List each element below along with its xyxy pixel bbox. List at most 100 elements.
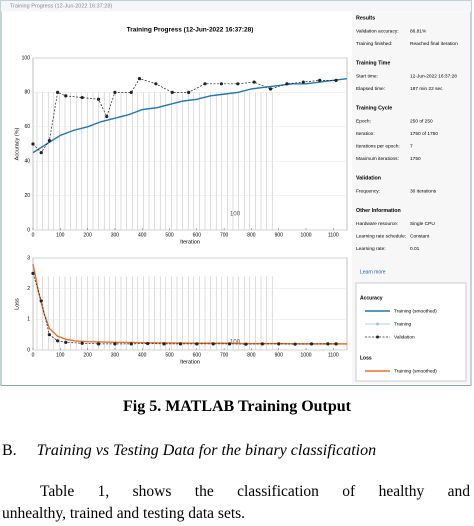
panel-section-title: Training Time: [356, 60, 390, 66]
x-tick-label: 300: [111, 232, 120, 238]
x-tick-label: 700: [220, 352, 229, 358]
panel-label: Learning rate schedule:: [356, 233, 406, 239]
validation-point: [80, 95, 84, 100]
validation-point: [39, 151, 43, 155]
panel-section-title: Training Cycle: [356, 105, 392, 111]
section-number: B.: [2, 442, 17, 459]
plot-area: [32, 57, 348, 231]
panel-label: Hardware resource:: [356, 221, 398, 227]
series-line: [32, 273, 337, 345]
x-tick-label: 300: [111, 352, 120, 358]
validation-point: [285, 82, 289, 86]
validation-point: [244, 342, 248, 346]
x-tick-label: 700: [220, 232, 229, 238]
validation-point: [31, 142, 35, 146]
legend-marker: [376, 335, 379, 339]
panel-value: 250 of 250: [410, 118, 433, 124]
x-tick-label: 600: [193, 352, 202, 358]
panel-value: 187 min 22 sec: [410, 86, 443, 92]
panel-value: 7: [410, 143, 413, 149]
title-bar: [1, 0, 471, 12]
panel-label: Elapsed time:: [356, 86, 385, 92]
x-tick-label: 0: [32, 232, 35, 238]
y-tick-label: 3: [27, 255, 30, 261]
panel-value: Single CPU: [410, 221, 435, 227]
plot-title: Training Progress (12-Jun-2022 16:37:28): [127, 27, 254, 34]
y-axis-label: Accuracy (%): [14, 127, 20, 160]
y-tick-label: 0: [27, 347, 30, 353]
validation-point: [129, 90, 133, 94]
panel-section-title: Results: [356, 15, 375, 21]
validation-point: [268, 87, 273, 91]
x-tick-label: 100: [56, 352, 65, 358]
y-tick-label: 80: [24, 90, 30, 96]
y-tick-label: 0: [27, 227, 30, 233]
x-tick-label: 600: [193, 232, 202, 238]
x-tick-label: 200: [83, 232, 92, 238]
validation-point: [293, 342, 297, 346]
y-tick-label: 2: [27, 286, 30, 292]
window-title: Training Progress (12-Jun-2022 16:37:28): [10, 3, 112, 9]
y-tick-label: 1: [27, 317, 30, 323]
x-tick-label: 1100: [328, 352, 339, 358]
panel-label: Start time:: [356, 73, 378, 79]
validation-point: [96, 342, 101, 346]
validation-point: [227, 342, 232, 346]
panel-value: 0.01: [410, 246, 420, 252]
validation-point: [64, 94, 68, 98]
x-tick-label: 200: [83, 352, 92, 358]
validation-point: [55, 339, 60, 343]
validation-point: [31, 271, 35, 275]
learn-more-link[interactable]: Learn more: [360, 269, 386, 275]
x-tick-label: 0: [32, 352, 35, 358]
validation-point: [301, 80, 305, 84]
panel-value: 1750: [410, 156, 421, 162]
legend-entry: Training: [394, 321, 411, 327]
validation-point: [55, 90, 60, 94]
series-line: [32, 77, 348, 154]
validation-point: [162, 342, 166, 346]
legend-marker: [376, 322, 379, 326]
validation-point: [64, 340, 68, 344]
legend-entry: Training (smoothed): [394, 368, 437, 374]
validation-point: [334, 342, 338, 346]
validation-point: [47, 333, 51, 337]
x-tick-label: 1000: [300, 232, 311, 238]
validation-point: [178, 342, 183, 346]
x-tick-label: 500: [165, 352, 174, 358]
y-axis-label: Loss: [14, 298, 20, 310]
paragraph-line: Table 1, shows the classification of hea…: [40, 483, 470, 500]
screenshot: Training Progress (12-Jun-2022 16:37:28)…: [0, 0, 472, 386]
y-tick-label: 100: [22, 55, 31, 61]
y-tick-label: 60: [24, 124, 30, 130]
panel-label: Iteration:: [356, 131, 375, 137]
y-tick-label: 20: [24, 193, 30, 199]
panel-label: Epoch:: [356, 118, 371, 124]
validation-point: [260, 342, 264, 346]
validation-point: [195, 342, 199, 346]
annotation: 100: [230, 340, 241, 346]
panel-value: 30 iterations: [410, 188, 437, 194]
validation-point: [137, 77, 142, 81]
validation-point: [170, 90, 174, 94]
panel-section-title: Other Information: [356, 208, 401, 214]
x-axis-label: Iteration: [180, 239, 200, 245]
x-tick-label: 400: [138, 352, 147, 358]
panel-section-title: Validation: [356, 175, 381, 181]
legend-entry: Validation: [394, 334, 415, 340]
annotation: 100: [230, 212, 241, 218]
validation-point: [203, 82, 207, 86]
panel-value: 1750 of 1750: [410, 131, 438, 137]
legend-title: Accuracy: [360, 295, 383, 301]
x-tick-label: 1100: [328, 232, 339, 238]
x-tick-label: 800: [247, 232, 256, 238]
plot-area: [32, 257, 348, 351]
x-tick-label: 100: [56, 232, 65, 238]
x-tick-label: 900: [275, 352, 284, 358]
panel-value: 86.81%: [410, 28, 427, 34]
validation-point: [80, 341, 84, 345]
section-title: Training vs Testing Data for the binary …: [36, 442, 377, 459]
panel-value: Constant: [410, 233, 430, 239]
validation-point: [47, 138, 51, 143]
